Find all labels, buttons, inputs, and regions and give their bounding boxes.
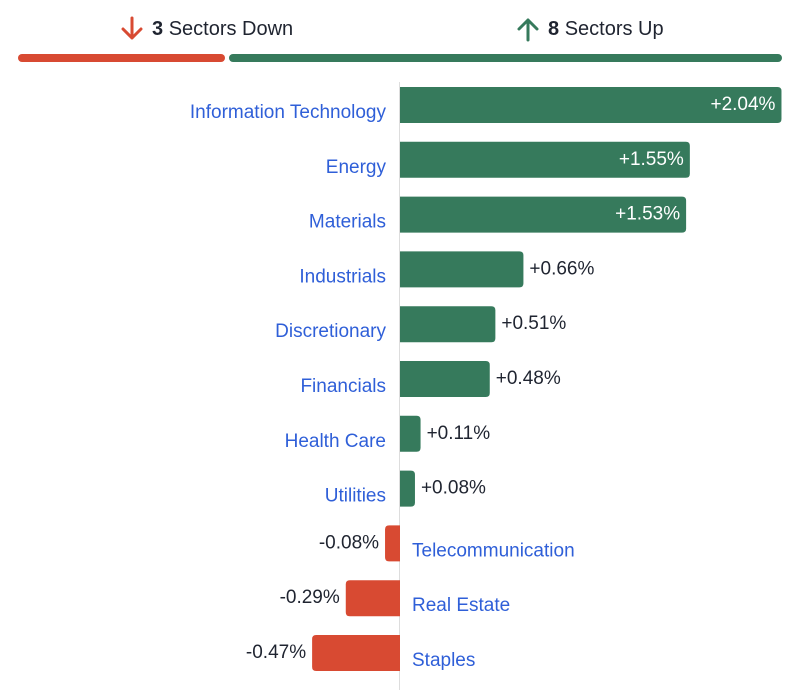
sectors-up-summary: 8 Sectors Up (516, 16, 664, 42)
data-label: -0.29% (280, 587, 340, 608)
bar (400, 470, 415, 507)
bar (400, 415, 421, 452)
bar (385, 525, 400, 562)
bar (312, 635, 400, 671)
up-proportion-bar (229, 54, 782, 62)
bar (400, 87, 782, 123)
data-label: +0.11% (427, 423, 491, 444)
data-label: +1.55% (619, 149, 684, 170)
data-label: +2.04% (710, 94, 775, 115)
data-label: +0.66% (529, 258, 594, 279)
down-count: 3 (152, 17, 164, 40)
data-label: +1.53% (615, 204, 680, 225)
category-label: Industrials (299, 266, 386, 287)
category-label: Materials (309, 212, 386, 233)
sectors-down-summary: 3 Sectors Down (120, 16, 293, 42)
category-label: Financials (300, 376, 386, 397)
category-label: Health Care (285, 431, 386, 452)
down-label: Sectors Down (168, 17, 294, 40)
category-label: Energy (326, 157, 387, 178)
category-label: Staples (412, 650, 475, 671)
bar (345, 580, 400, 617)
bar (400, 306, 496, 343)
up-label: Sectors Up (564, 17, 664, 40)
up-count: 8 (548, 17, 560, 40)
bar (400, 141, 690, 178)
data-label: -0.08% (319, 532, 379, 553)
category-label: Real Estate (412, 595, 510, 616)
arrow-up-icon (517, 18, 539, 42)
bar (400, 361, 490, 397)
data-label: +0.51% (501, 313, 566, 334)
data-label: -0.47% (246, 642, 306, 663)
category-label: Discretionary (275, 321, 386, 342)
down-proportion-bar (18, 54, 225, 62)
bar (400, 251, 524, 288)
data-label: +0.08% (421, 478, 486, 499)
bar (400, 196, 687, 233)
category-label: Information Technology (190, 102, 387, 123)
arrow-down-icon (121, 16, 143, 40)
data-label: +0.48% (496, 368, 561, 389)
category-label: Telecommunication (412, 540, 575, 561)
category-label: Utilities (325, 486, 386, 507)
